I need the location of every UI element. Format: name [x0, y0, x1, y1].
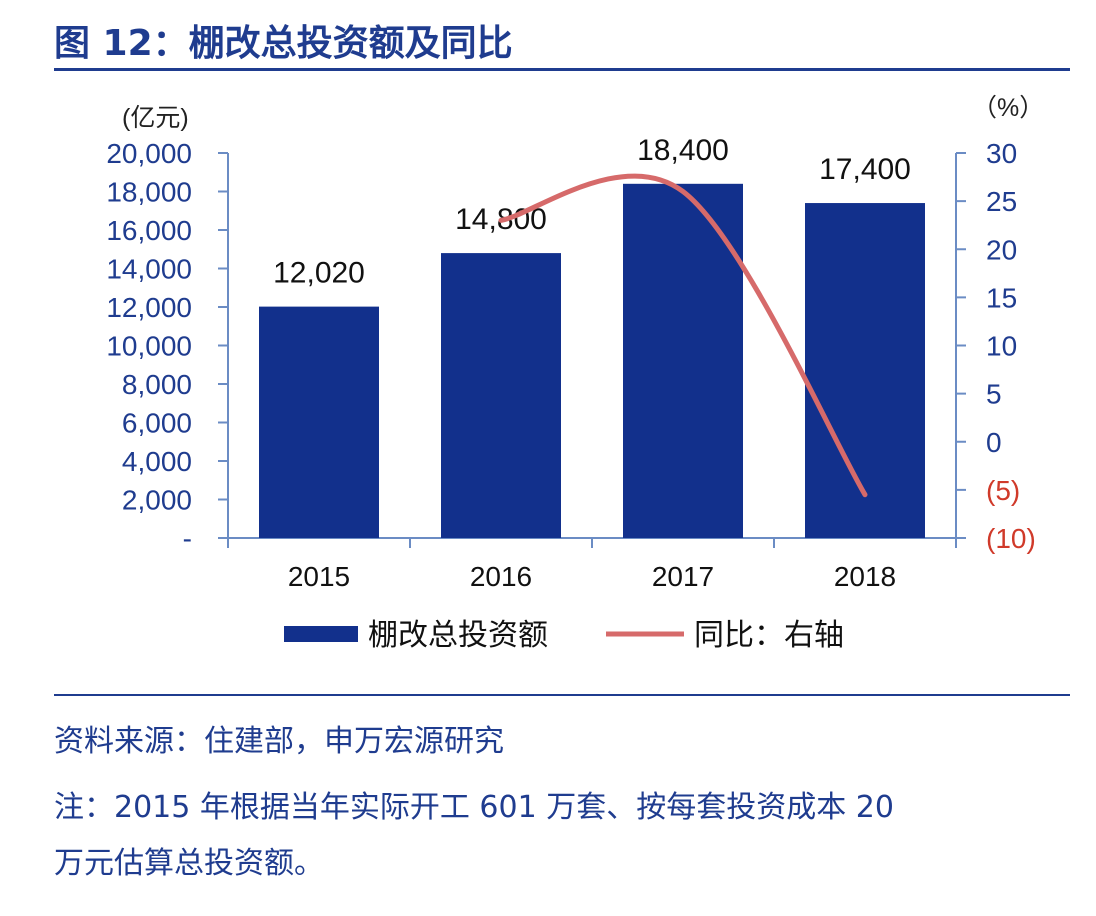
right-axis-unit: （%）	[972, 94, 1044, 122]
left-tick-label: 12,000	[106, 292, 192, 323]
left-axis-unit: (亿元)	[122, 104, 189, 132]
right-tick-label: 25	[986, 186, 1017, 217]
right-tick-label: 30	[986, 138, 1017, 169]
bar-2015	[259, 306, 379, 538]
right-tick-label: 10	[986, 331, 1017, 362]
note-text: 注：2015 年根据当年实际开工 601 万套、按每套投资成本 20 万元估算总…	[54, 780, 1084, 892]
left-tick-label: 20,000	[106, 138, 192, 169]
left-tick-label: 18,000	[106, 177, 192, 208]
right-tick-label: 0	[986, 427, 1002, 458]
legend-label-growth: 同比：右轴	[694, 619, 844, 652]
legend-label-investment: 棚改总投资额	[368, 619, 548, 652]
left-tick-label: 2,000	[122, 485, 192, 516]
chart-title: 图 12：棚改总投资额及同比	[54, 23, 513, 64]
footer-divider	[54, 694, 1070, 696]
bar-2016	[441, 253, 561, 538]
right-tick-label: (10)	[986, 523, 1036, 554]
data-label: 18,400	[637, 134, 729, 167]
left-tick-label: 14,000	[106, 254, 192, 285]
left-tick-label: -	[183, 523, 192, 554]
data-label: 17,400	[819, 153, 911, 186]
source-text: 资料来源：住建部，申万宏源研究	[54, 724, 504, 759]
title-divider	[54, 68, 1070, 71]
left-tick-label: 16,000	[106, 215, 192, 246]
left-tick-label: 8,000	[122, 369, 192, 400]
note-line-2: 万元估算总投资额。	[54, 846, 324, 881]
x-tick-label: 2015	[288, 561, 350, 592]
chart: - 2,000 4,000 6,000 8,000 10,000 12,000 14,000 1…	[106, 94, 1044, 652]
right-tick-label: 20	[986, 234, 1017, 265]
right-tick-label: 15	[986, 282, 1017, 313]
x-tick-label: 2016	[470, 561, 532, 592]
left-tick-label: 10,000	[106, 331, 192, 362]
bar-2018	[805, 203, 925, 539]
data-label: 12,020	[273, 257, 365, 290]
left-tick-label: 6,000	[122, 408, 192, 439]
right-tick-label: (5)	[986, 475, 1020, 506]
x-tick-label: 2017	[652, 561, 714, 592]
yoy-growth-line	[498, 173, 868, 498]
legend-swatch-investment	[284, 626, 358, 642]
right-tick-label: 5	[986, 379, 1002, 410]
note-line-1: 注：2015 年根据当年实际开工 601 万套、按每套投资成本 20	[54, 790, 894, 825]
bar-2017	[623, 183, 743, 539]
x-tick-label: 2018	[834, 561, 896, 592]
left-tick-label: 4,000	[122, 446, 192, 477]
